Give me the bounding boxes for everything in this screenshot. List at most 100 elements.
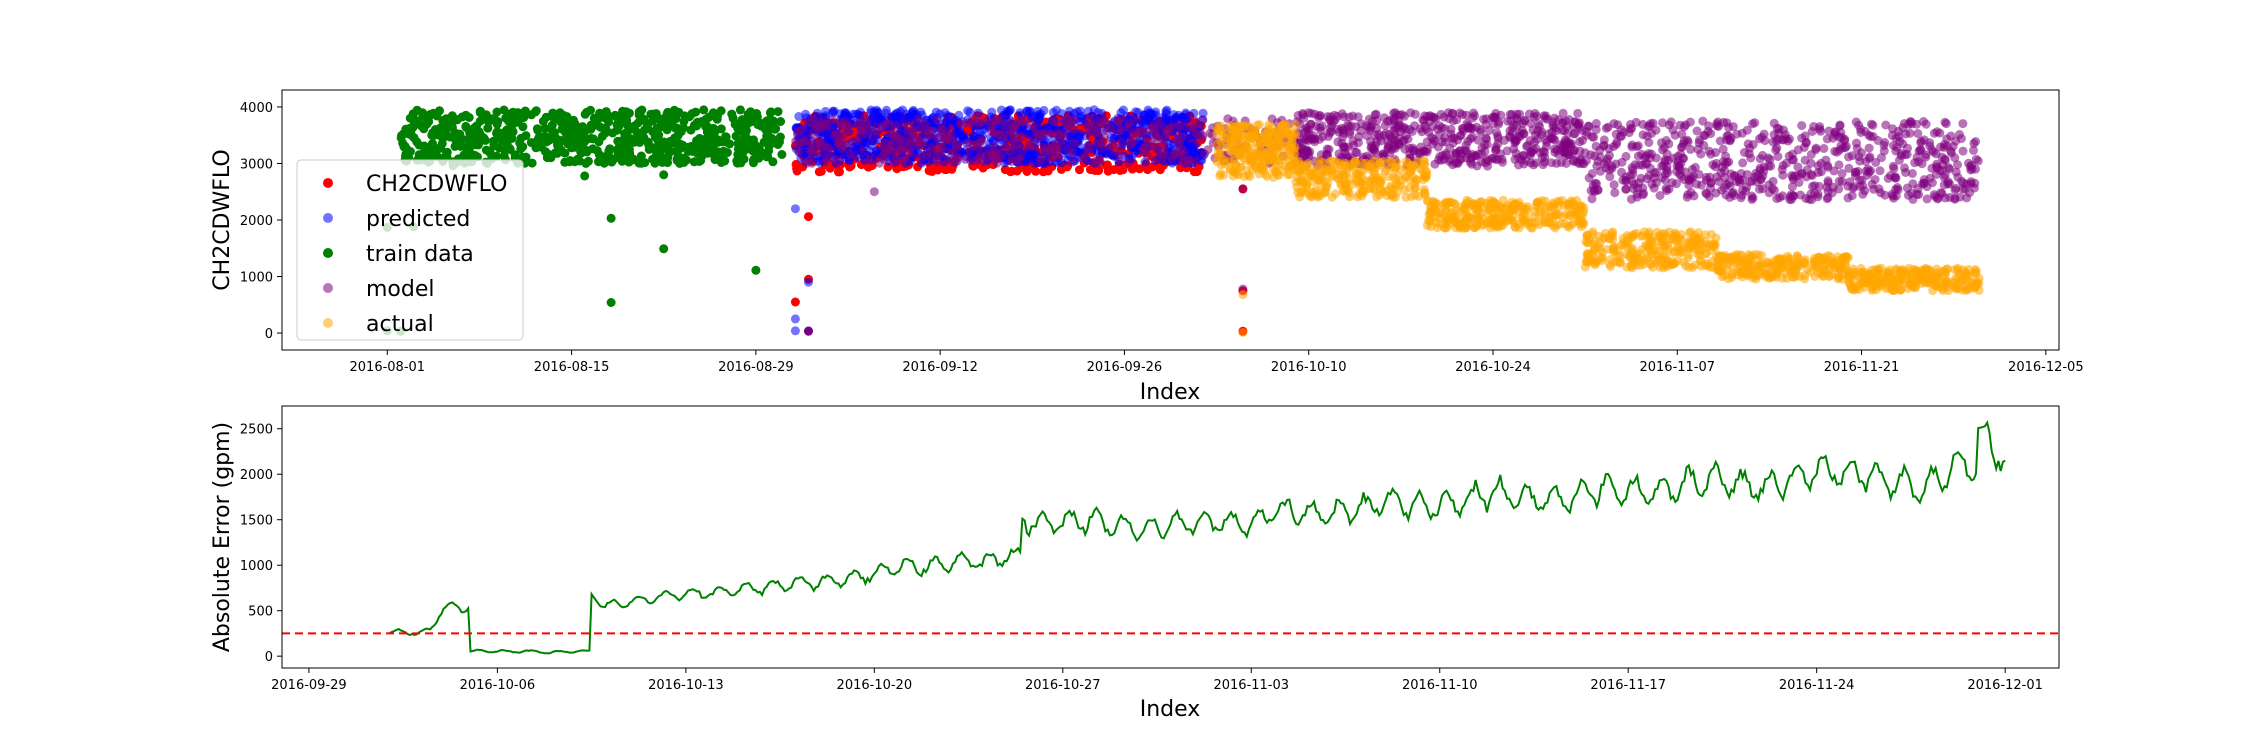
scatter-point [1444,214,1454,224]
scatter-point [1231,161,1241,171]
scatter-point [553,135,563,145]
scatter-point [1560,147,1570,157]
scatter-point [713,111,722,121]
scatter-point [1472,161,1482,171]
scatter-point [1799,142,1809,152]
scatter-point [1061,117,1071,126]
scatter-point [1191,128,1201,138]
scatter-point [1889,163,1899,173]
scatter-point [1266,122,1276,132]
scatter-point [636,151,646,161]
scatter-point [1837,176,1847,186]
scatter-point [944,145,954,155]
scatter-point [419,124,429,134]
scatter-point [457,112,467,122]
scatter-point [508,127,518,137]
scatter-point [1423,196,1433,206]
scatter-point [1203,145,1213,155]
scatter-point [1690,260,1700,270]
scatter-point [1427,132,1437,142]
scatter-point [1570,129,1580,139]
scatter-point [1921,150,1931,160]
scatter-point [1625,252,1635,262]
scatter-point [773,140,783,149]
scatter-point [804,212,813,222]
scatter-point [1052,142,1062,152]
scatter-point [1263,151,1273,160]
scatter-point [1609,180,1619,190]
scatter-point [441,114,451,124]
scatter-point [1775,193,1785,203]
scatter-point [1766,161,1776,171]
scatter-point [1616,125,1626,135]
scatter-point [1139,110,1149,120]
scatter-point [1531,158,1541,168]
scatter-point [414,140,424,150]
scatter-point [1622,242,1632,252]
scatter-point [1942,141,1952,151]
scatter-point [1427,207,1437,217]
scatter-point [897,142,906,152]
scatter-point [1255,152,1265,162]
scatter-point [1091,156,1101,165]
scatter-point [732,158,742,168]
scatter-point [971,156,980,166]
scatter-point [667,108,677,118]
scatter-point [1596,166,1605,176]
scatter-point [464,113,474,122]
scatter-point [1742,170,1752,179]
scatter-point [1470,111,1480,121]
scatter-point [1638,130,1648,140]
scatter-point [996,105,1006,115]
scatter-point [1493,154,1503,164]
scatter-point [1732,129,1742,139]
scatter-point [1338,167,1348,176]
scatter-point [973,108,983,118]
scatter-point [1847,151,1857,161]
scatter-point [1109,165,1119,175]
scatter-point [538,132,547,142]
scatter-point [1387,183,1397,193]
scatter-point [1448,160,1458,170]
scatter-point [877,122,887,132]
scatter-point [1777,273,1787,283]
scatter-point [1564,222,1574,232]
scatter-point [1656,254,1666,264]
scatter-point [1636,173,1646,183]
scatter-point [1724,157,1734,167]
scatter-point [927,165,937,175]
scatter-point [1661,136,1671,145]
scatter-point [1372,192,1381,202]
scatter-point [1321,187,1331,197]
scatter-point [1369,184,1378,194]
scatter-point [1116,108,1126,118]
scatter-point [1489,198,1499,208]
scatter-point [1085,145,1095,155]
scatter-point [1328,117,1338,127]
scatter-point [567,143,577,153]
scatter-point [1747,269,1757,279]
scatter-point [654,123,664,133]
scatter-point [932,114,942,124]
scatter-point [1742,125,1752,135]
scatter-point [795,125,805,135]
scatter-point [1946,131,1956,141]
scatter-point [1048,107,1058,117]
scatter-point [1269,165,1278,174]
scatter-point [1464,197,1474,206]
scatter-point [869,187,879,197]
scatter-point [533,125,543,135]
scatter-point [1435,130,1444,140]
scatter-point [694,157,704,166]
scatter-point [730,119,740,129]
scatter-point [401,149,411,159]
scatter-point [1468,132,1477,142]
scatter-point [836,135,846,145]
scatter-point [1540,209,1550,219]
scatter-point [1701,188,1711,198]
scatter-point [652,133,662,143]
scatter-point [790,314,800,324]
scatter-point [1177,144,1186,154]
scatter-point [1489,119,1499,129]
scatter-point [652,145,662,155]
